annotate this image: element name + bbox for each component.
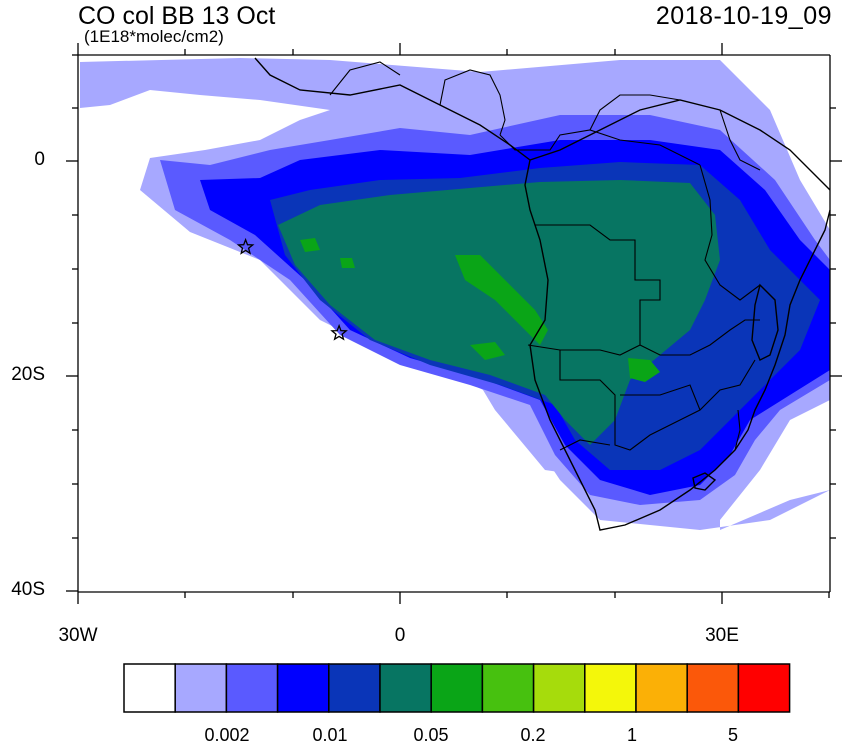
coastline-africa: [254, 57, 831, 531]
colorbar-swatch: [276, 663, 330, 713]
colorbar-swatch: [686, 663, 740, 713]
plume-layer-0.1: [300, 238, 660, 382]
colorbar-label: 0.01: [312, 725, 348, 745]
station-markers: [236, 237, 348, 341]
colorbar-swatch: [225, 663, 279, 713]
star-marker: [236, 237, 255, 255]
country-borders: [329, 61, 761, 451]
colorbar-label: 0.002: [204, 725, 250, 745]
colorbar-swatch: [174, 663, 228, 713]
colorbar-swatch: [737, 663, 791, 713]
colorbar-swatch: [430, 663, 484, 713]
colorbar-label: 5: [727, 725, 738, 745]
star-marker: [330, 323, 348, 341]
colorbar-swatch: [328, 663, 381, 713]
y-tick-label: 20S: [11, 364, 45, 385]
plume-layer-0.05: [278, 180, 720, 445]
colorbar-swatch: [532, 663, 586, 713]
colorbar-label: 0.2: [520, 725, 546, 745]
colorbar-swatch: [584, 663, 637, 713]
colorbar-label: 0.05: [413, 725, 449, 745]
datetime-label: 2018-10-19_09: [655, 2, 832, 30]
colorbar: [123, 663, 791, 713]
axis-ticks: [66, 43, 842, 604]
colorbar-swatch: [379, 663, 432, 713]
colorbar-label: 1: [626, 725, 637, 745]
x-tick-label: 0: [394, 625, 406, 646]
map-title: CO col BB 13 Oct: [78, 2, 276, 30]
y-tick-label: 0: [34, 149, 45, 170]
x-tick-label: 30W: [58, 625, 98, 646]
units-label: (1E18*molec/cm2): [84, 27, 224, 46]
colorbar-swatch: [481, 663, 535, 713]
colorbar-swatch: [635, 663, 688, 713]
colorbar-swatch: [123, 663, 176, 713]
y-tick-label: 40S: [11, 579, 45, 600]
x-tick-label: 30E: [705, 625, 739, 646]
